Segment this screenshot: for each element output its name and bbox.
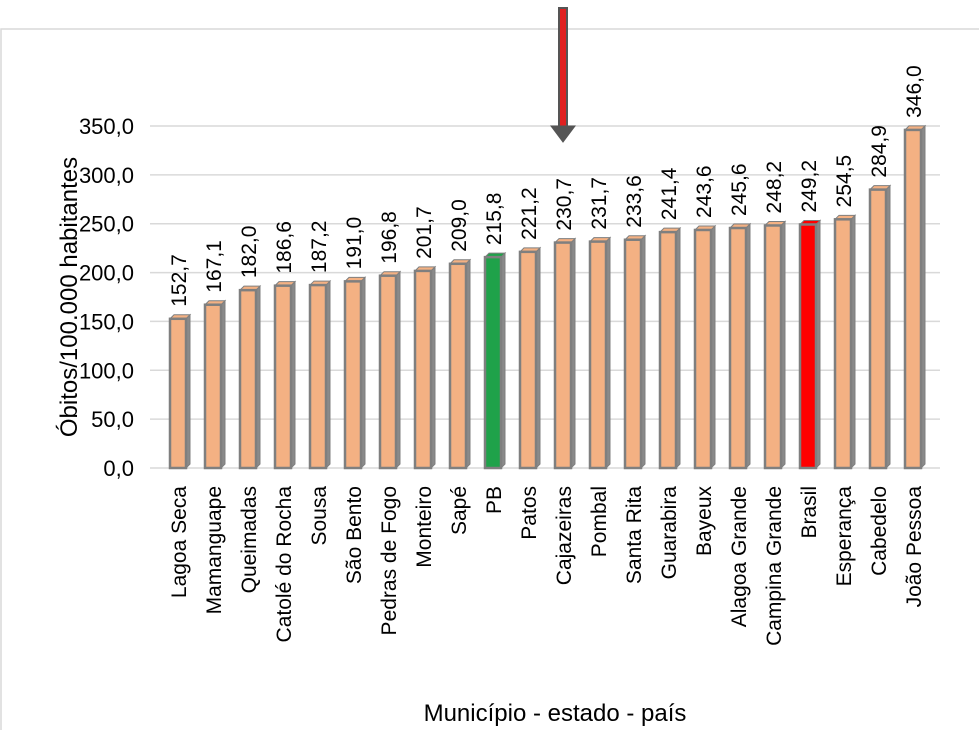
- x-tick-label: Sousa: [308, 486, 331, 546]
- bar: [728, 226, 748, 470]
- x-tick-label: Cabedelo: [868, 486, 891, 576]
- y-tick-label: 200,0: [79, 261, 134, 286]
- bar: [693, 228, 713, 470]
- data-label: 284,9: [868, 125, 891, 178]
- x-tick-label: Campina Grande: [763, 486, 786, 646]
- bar: [238, 288, 258, 470]
- x-axis-title: Município - estado - país: [424, 700, 687, 727]
- x-tick-label: João Pessoa: [903, 486, 926, 608]
- data-label: 233,6: [623, 175, 646, 228]
- bar: [483, 255, 503, 470]
- y-axis-title: Óbitos/100.000 habitantes: [56, 157, 83, 437]
- x-tick-label: PB: [483, 486, 506, 514]
- data-label: 221,2: [518, 187, 541, 240]
- data-label: 230,7: [553, 178, 576, 231]
- data-label: 201,7: [413, 206, 436, 259]
- highlight-arrow: [550, 7, 576, 143]
- x-tick-label: Alagoa Grande: [728, 486, 751, 627]
- bar: [588, 240, 608, 470]
- x-tick-label: Patos: [518, 486, 541, 540]
- bar: [763, 224, 783, 470]
- data-label: 215,8: [483, 193, 506, 246]
- data-label: 241,4: [658, 167, 681, 220]
- x-tick-label: Pombal: [588, 486, 611, 557]
- bar: [833, 218, 853, 470]
- bar: [518, 250, 538, 470]
- bar: [273, 284, 293, 470]
- bar: [343, 280, 363, 470]
- y-tick-label: 250,0: [79, 212, 134, 237]
- x-tick-label: Guarabira: [658, 486, 681, 580]
- data-label: 167,1: [203, 240, 226, 293]
- data-label: 209,0: [448, 199, 471, 252]
- bar: [623, 238, 643, 470]
- data-label: 346,0: [903, 65, 926, 118]
- bar: [798, 223, 818, 470]
- data-label: 231,7: [588, 177, 611, 230]
- bar: [903, 128, 923, 470]
- x-tick-label: Mamanguape: [203, 486, 226, 614]
- bar: [308, 283, 328, 470]
- data-label: 187,2: [308, 221, 331, 274]
- data-label: 249,2: [798, 160, 821, 213]
- x-tick-label: Esperança: [833, 486, 856, 587]
- y-tick-label: 50,0: [91, 407, 134, 432]
- data-label: 152,7: [168, 254, 191, 307]
- y-tick-label: 150,0: [79, 309, 134, 334]
- bar: [448, 262, 468, 470]
- bar: [168, 317, 188, 470]
- chart-frame: [0, 28, 979, 730]
- data-label: 245,6: [728, 163, 751, 216]
- x-tick-label: Sapé: [448, 486, 471, 535]
- x-tick-label: Pedras de Fogo: [378, 486, 401, 635]
- data-label: 191,0: [343, 217, 366, 270]
- x-tick-label: Queimadas: [238, 486, 261, 593]
- data-label: 182,0: [238, 226, 261, 279]
- y-tick-label: 100,0: [79, 358, 134, 383]
- data-label: 243,6: [693, 165, 716, 218]
- x-tick-label: São Bento: [343, 486, 366, 584]
- data-label: 196,8: [378, 211, 401, 264]
- x-tick-label: Cajazeiras: [553, 486, 576, 585]
- data-label: 248,2: [763, 161, 786, 214]
- bar: [413, 269, 433, 470]
- bar: [658, 230, 678, 470]
- x-tick-label: Bayeux: [693, 486, 716, 557]
- bar: [378, 274, 398, 470]
- x-tick-label: Santa Rita: [623, 486, 646, 584]
- x-tick-label: Brasil: [798, 486, 821, 539]
- bar: [868, 188, 888, 470]
- x-tick-label: Catolé do Rocha: [273, 486, 296, 643]
- y-tick-label: 350,0: [79, 114, 134, 139]
- y-tick-label: 0,0: [103, 456, 134, 481]
- data-label: 254,5: [833, 155, 856, 208]
- bar: [553, 241, 573, 470]
- bar: [203, 303, 223, 470]
- x-tick-label: Monteiro: [413, 486, 436, 568]
- x-tick-label: Lagoa Seca: [168, 486, 191, 598]
- y-tick-label: 300,0: [79, 163, 134, 188]
- data-label: 186,6: [273, 221, 296, 274]
